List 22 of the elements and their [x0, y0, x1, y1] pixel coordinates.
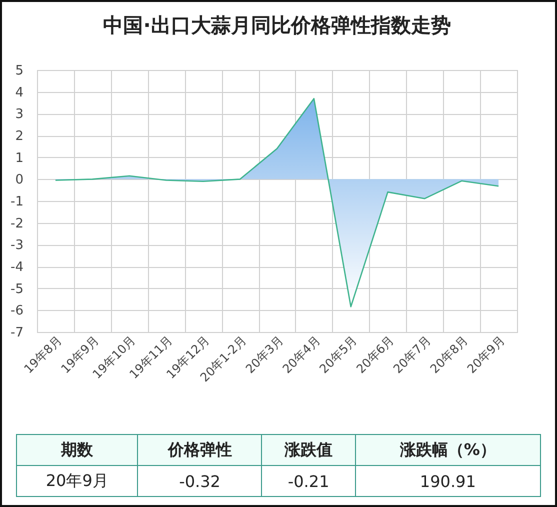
y-tick-label: 2: [15, 129, 24, 144]
y-tick-label: -3: [10, 238, 24, 254]
y-tick-label: -2: [10, 216, 24, 232]
text: -0.32: [138, 466, 262, 496]
text: 涨跌幅（%）: [355, 434, 540, 466]
y-tick-label: 0: [15, 172, 24, 188]
text: 价格弹性: [138, 434, 262, 466]
y-tick-label: -5: [10, 282, 24, 297]
text: 涨跌值: [262, 434, 356, 466]
y-tick-label: 5: [15, 64, 24, 78]
text: 期数: [16, 434, 138, 466]
text: -0.21: [262, 466, 356, 496]
y-tick-label: -1: [10, 194, 24, 210]
y-tick-label: 3: [15, 107, 24, 122]
y-tick-label: -6: [10, 304, 24, 319]
y-tick-label: -7: [10, 326, 24, 340]
text: 20年9月: [16, 466, 138, 496]
chart-title: 中国·出口大蒜月同比价格弹性指数走势: [103, 13, 451, 37]
y-tick-label: -4: [10, 260, 24, 275]
y-tick-label: 1: [15, 150, 24, 166]
y-tick-label: 4: [15, 85, 24, 100]
text: 190.91: [355, 466, 540, 496]
